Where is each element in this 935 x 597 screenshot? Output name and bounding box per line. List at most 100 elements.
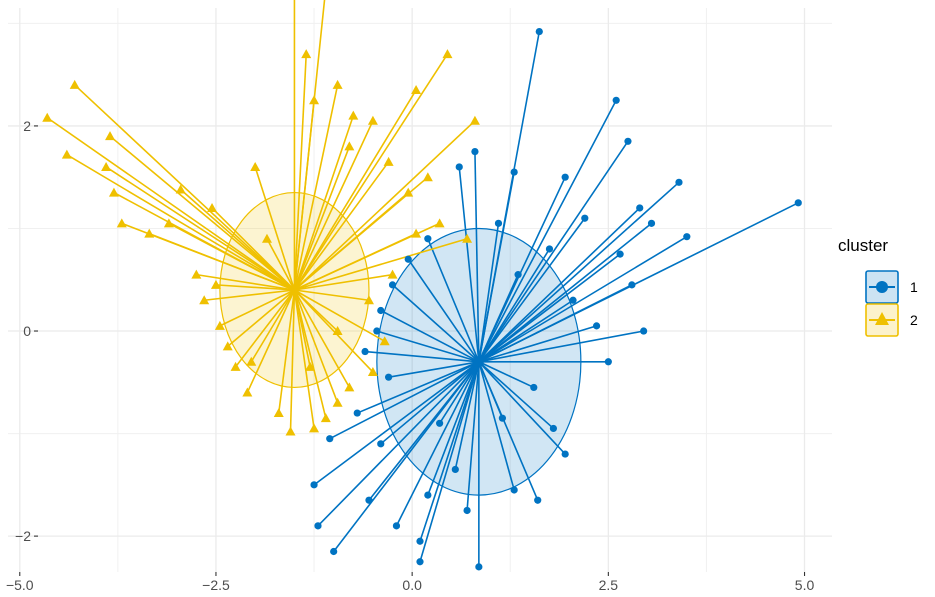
legend-label-1: 1 [910,279,918,295]
point-layer [42,27,802,571]
data-point-cluster-2 [320,413,331,423]
segment-cluster-2 [293,115,355,291]
segment-cluster-2 [266,238,296,291]
data-point-cluster-2 [379,336,390,346]
segment-cluster-1 [313,361,480,486]
segment-cluster-1 [380,309,480,363]
data-point-cluster-1 [471,147,479,156]
data-point-cluster-1 [510,486,518,494]
data-point-cluster-2 [363,295,374,305]
data-point-cluster-2 [273,408,284,418]
data-point-cluster-1 [561,450,569,458]
data-point-cluster-1 [424,491,432,499]
data-point-cluster-2 [332,326,343,336]
data-point-cluster-1 [794,199,802,207]
data-point-cluster-1 [388,281,397,289]
segment-cluster-2 [254,166,296,291]
data-point-cluster-1 [361,347,369,356]
segment-cluster-2 [234,289,296,368]
data-point-cluster-1 [353,409,361,417]
segment-cluster-2 [293,289,339,404]
segment-cluster-2 [227,289,295,348]
segment-cluster-2 [293,289,315,429]
data-point-cluster-1 [424,235,432,243]
segment-cluster-1 [427,238,480,363]
data-point-cluster-2 [344,382,355,392]
data-point-cluster-1 [392,522,401,530]
data-point-cluster-2 [411,228,422,238]
segment-cluster-1 [407,258,480,363]
segment-cluster-1 [478,171,515,362]
data-point-cluster-1 [569,296,577,304]
data-point-cluster-1 [612,96,620,104]
segment-cluster-1 [466,361,480,511]
segment-cluster-1 [419,361,480,542]
data-point-cluster-2 [462,233,473,243]
data-point-cluster-2 [348,110,359,120]
data-point-cluster-2 [230,361,241,371]
segment-cluster-2 [277,289,296,414]
data-point-cluster-1 [436,419,444,427]
segment-cluster-2 [293,289,311,368]
data-point-cluster-2 [344,141,355,151]
data-point-cluster-1 [326,435,334,443]
data-point-cluster-2 [309,95,320,105]
segment-cluster-2 [293,120,476,291]
segment-cluster-2 [46,117,295,291]
data-point-cluster-2 [367,115,378,125]
data-point-cluster-2 [210,279,221,289]
data-point-cluster-2 [61,149,72,159]
x-tick-label: 0.0 [402,577,422,593]
data-point-cluster-1 [581,214,589,222]
segment-cluster-1 [478,325,597,363]
data-point-cluster-1 [534,496,542,504]
segment-cluster-1 [392,284,480,363]
data-point-cluster-2 [250,161,261,171]
segment-cluster-1 [478,361,535,389]
data-point-cluster-1 [616,250,624,258]
axis-layer: −5.0 −2.5 0.0 2.5 5.0 −2 0 2 [6,118,815,593]
segment-cluster-2 [293,89,417,291]
data-point-cluster-2 [116,218,127,228]
data-point-cluster-1 [545,245,554,253]
data-point-cluster-1 [549,424,558,433]
data-point-cluster-1 [310,481,318,489]
data-point-cluster-2 [301,49,312,59]
legend-entry-2: 2 [865,303,918,337]
segment-cluster-1 [478,299,574,363]
legend-title: cluster [838,236,888,255]
segment-cluster-1 [478,361,504,419]
segment-cluster-2 [293,146,351,291]
segment-cluster-2 [294,237,468,291]
segment-cluster-1 [478,217,586,363]
data-point-cluster-2 [434,218,445,228]
data-point-cluster-2 [285,426,296,436]
data-point-cluster-2 [199,295,210,305]
segment-cluster-1 [329,361,480,440]
segment-cluster-2 [293,289,339,332]
data-point-cluster-1 [451,465,459,474]
data-point-cluster-2 [442,49,453,59]
segment-cluster-1 [478,207,641,363]
legend: cluster 1 2 [838,236,918,337]
data-point-cluster-1 [314,522,322,530]
data-point-cluster-1 [377,306,385,315]
data-point-cluster-1 [416,558,424,566]
segment-cluster-1 [478,361,515,491]
data-point-cluster-1 [530,383,538,392]
data-point-cluster-2 [207,202,218,212]
segment-cluster-2 [293,84,339,291]
data-point-cluster-1 [498,414,506,422]
data-point-cluster-1 [514,271,522,279]
segment-cluster-1 [317,361,480,527]
data-point-cluster-2 [411,85,422,95]
segment-cluster-1 [474,151,480,362]
data-point-cluster-1 [463,506,471,515]
segment-cluster-1 [388,360,479,378]
x-tick-label: 2.5 [599,577,619,593]
y-tick-label: 0 [23,323,31,339]
segment-cluster-1 [395,361,480,527]
segment-cluster-1 [478,330,644,363]
data-point-cluster-1 [365,496,373,504]
